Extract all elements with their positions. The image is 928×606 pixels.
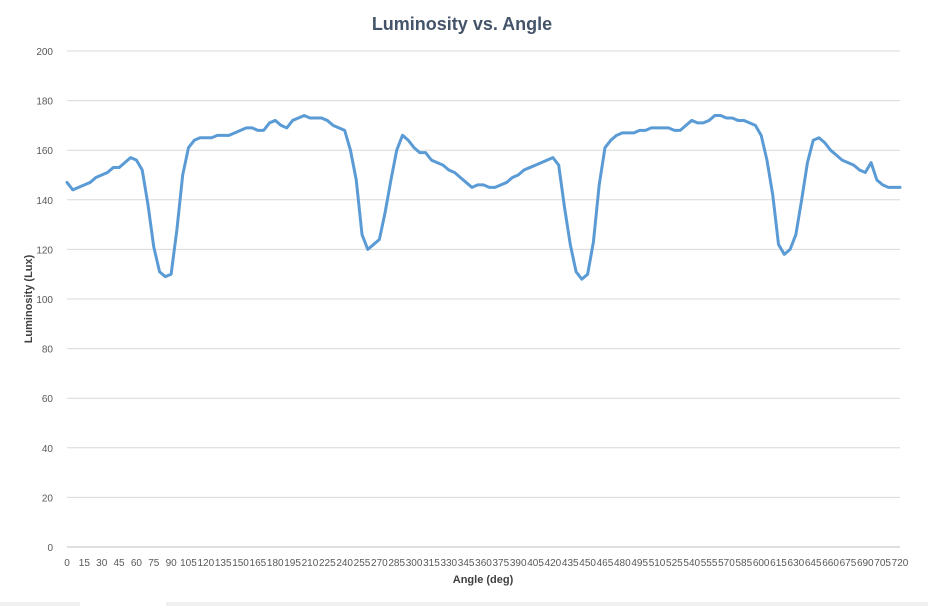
x-tick-label: 705 xyxy=(874,558,891,569)
x-tick-label: 165 xyxy=(250,558,267,569)
x-tick-label: 0 xyxy=(64,558,70,569)
x-tick-label: 630 xyxy=(788,558,805,569)
y-tick-label: 140 xyxy=(36,196,53,207)
x-tick-label: 600 xyxy=(753,558,770,569)
x-tick-label: 720 xyxy=(892,558,909,569)
x-tick-label: 525 xyxy=(666,558,683,569)
x-tick-label: 90 xyxy=(166,558,178,569)
x-tick-label: 675 xyxy=(840,558,857,569)
x-tick-label: 480 xyxy=(614,558,631,569)
x-tick-label: 510 xyxy=(649,558,666,569)
y-tick-label: 120 xyxy=(36,245,53,256)
series-line xyxy=(65,113,902,281)
x-tick-label: 135 xyxy=(215,558,232,569)
x-tick-label: 420 xyxy=(545,558,562,569)
x-tick-label: 255 xyxy=(354,558,371,569)
x-tick-label: 495 xyxy=(631,558,648,569)
x-tick-label: 585 xyxy=(735,558,752,569)
x-tick-label: 285 xyxy=(388,558,405,569)
y-tick-label: 40 xyxy=(42,444,54,455)
x-tick-label: 660 xyxy=(822,558,839,569)
x-tick-label: 105 xyxy=(180,558,197,569)
x-tick-label: 240 xyxy=(336,558,353,569)
x-tick-label: 435 xyxy=(562,558,579,569)
y-tick-label: 20 xyxy=(42,493,54,504)
y-tick-label: 0 xyxy=(47,543,53,554)
x-tick-label: 405 xyxy=(527,558,544,569)
x-tick-label: 180 xyxy=(267,558,284,569)
x-tick-label: 465 xyxy=(597,558,614,569)
x-tick-label: 225 xyxy=(319,558,336,569)
x-tick-label: 75 xyxy=(148,558,160,569)
bottom-strip xyxy=(0,602,928,606)
y-axis-label: Luminosity (Lux) xyxy=(23,254,35,343)
x-tick-label: 45 xyxy=(114,558,126,569)
x-axis-tick-labels: 0 15 30 45 60 75 90 105 120 135 150 165 180 195 210 225… xyxy=(64,558,909,569)
x-tick-label: 390 xyxy=(510,558,527,569)
x-tick-label: 345 xyxy=(458,558,475,569)
x-tick-label: 375 xyxy=(493,558,510,569)
x-tick-label: 540 xyxy=(683,558,700,569)
x-tick-label: 330 xyxy=(440,558,457,569)
x-tick-label: 315 xyxy=(423,558,440,569)
x-tick-label: 300 xyxy=(406,558,423,569)
x-tick-label: 450 xyxy=(579,558,596,569)
x-tick-label: 690 xyxy=(857,558,874,569)
x-tick-label: 270 xyxy=(371,558,388,569)
y-tick-label: 200 xyxy=(36,47,53,58)
y-tick-label: 80 xyxy=(42,345,54,356)
x-tick-label: 570 xyxy=(718,558,735,569)
x-tick-label: 360 xyxy=(475,558,492,569)
y-tick-label: 60 xyxy=(42,394,54,405)
gridlines xyxy=(67,50,900,548)
x-tick-label: 195 xyxy=(284,558,301,569)
x-axis-label: Angle (deg) xyxy=(453,574,514,586)
x-tick-label: 60 xyxy=(131,558,143,569)
chart-title: Luminosity vs. Angle xyxy=(372,14,552,34)
x-tick-label: 150 xyxy=(232,558,249,569)
y-tick-label: 160 xyxy=(36,146,53,157)
y-axis-tick-labels: 0 20 40 60 80 100 120 140 160 180 200 xyxy=(36,47,53,554)
y-tick-label: 180 xyxy=(36,97,53,108)
x-tick-label: 30 xyxy=(96,558,108,569)
y-tick-label: 100 xyxy=(36,295,53,306)
x-tick-label: 615 xyxy=(770,558,787,569)
series-layer xyxy=(65,113,902,281)
x-tick-label: 645 xyxy=(805,558,822,569)
x-tick-label: 15 xyxy=(79,558,91,569)
x-tick-label: 120 xyxy=(197,558,214,569)
x-tick-label: 210 xyxy=(302,558,319,569)
x-tick-label: 555 xyxy=(701,558,718,569)
bottom-strip-highlight xyxy=(80,602,166,606)
